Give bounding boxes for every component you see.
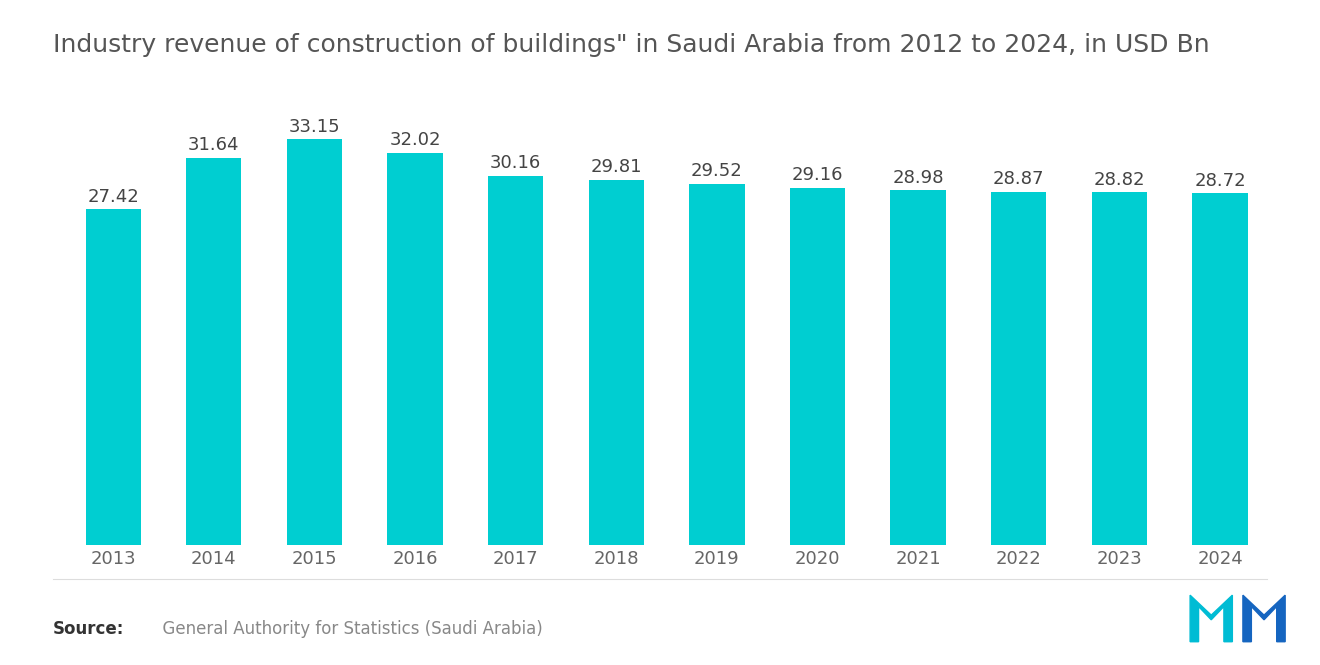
Polygon shape — [1243, 595, 1286, 642]
Text: 28.72: 28.72 — [1195, 172, 1246, 190]
Text: 29.16: 29.16 — [792, 166, 843, 184]
Text: 28.98: 28.98 — [892, 169, 944, 187]
Polygon shape — [1191, 595, 1233, 642]
Bar — [286, 139, 342, 545]
Text: 30.16: 30.16 — [490, 154, 541, 172]
Text: 28.82: 28.82 — [1094, 171, 1146, 189]
Bar — [689, 184, 744, 545]
Bar — [789, 188, 845, 545]
Bar — [1192, 194, 1247, 545]
Bar — [186, 158, 242, 545]
Bar — [1092, 192, 1147, 545]
Text: 29.81: 29.81 — [590, 158, 642, 176]
Text: 28.87: 28.87 — [993, 170, 1044, 188]
Bar — [991, 192, 1047, 545]
Text: Source:: Source: — [53, 620, 124, 638]
Bar — [589, 180, 644, 545]
Bar — [86, 209, 141, 545]
Text: 31.64: 31.64 — [187, 136, 239, 154]
Text: 29.52: 29.52 — [692, 162, 743, 180]
Text: 32.02: 32.02 — [389, 132, 441, 150]
Text: 33.15: 33.15 — [289, 118, 341, 136]
Bar — [387, 153, 442, 545]
Text: 27.42: 27.42 — [87, 188, 139, 205]
Bar — [488, 176, 544, 545]
Text: General Authority for Statistics (Saudi Arabia): General Authority for Statistics (Saudi … — [152, 620, 543, 638]
Text: Industry revenue of construction of buildings" in Saudi Arabia from 2012 to 2024: Industry revenue of construction of buil… — [53, 33, 1209, 57]
Bar — [891, 190, 946, 545]
